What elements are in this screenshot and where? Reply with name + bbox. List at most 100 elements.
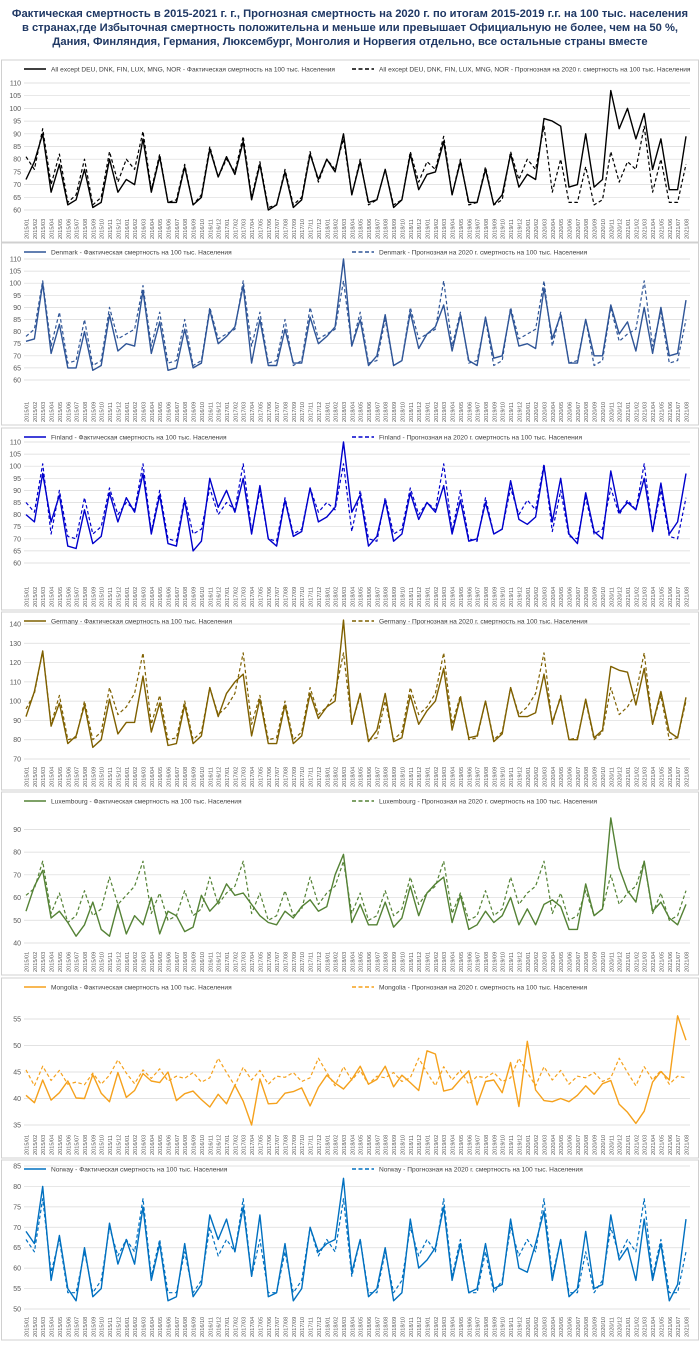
x-tick-label: 2019/12	[517, 1135, 523, 1155]
x-tick-label: 2015/08	[83, 587, 89, 607]
x-tick-label: 2021/04	[651, 219, 657, 239]
x-tick-label: 2021/05	[659, 1135, 665, 1155]
x-tick-label: 2015/08	[83, 219, 89, 239]
x-tick-label: 2020/12	[618, 219, 624, 239]
x-tick-label: 2018/09	[392, 1317, 398, 1337]
x-tick-label: 2017/05	[258, 1135, 264, 1155]
x-tick-label: 2015/08	[83, 1135, 89, 1155]
x-tick-label: 2017/06	[267, 402, 273, 422]
y-tick-label: 75	[13, 169, 21, 176]
x-tick-label: 2015/02	[33, 952, 39, 972]
x-tick-label: 2017/09	[292, 1135, 298, 1155]
x-tick-label: 2019/10	[501, 402, 507, 422]
x-tick-label: 2019/12	[517, 587, 523, 607]
y-tick-label: 90	[13, 131, 21, 138]
x-tick-label: 2019/08	[484, 587, 490, 607]
x-tick-label: 2020/08	[584, 1317, 590, 1337]
x-tick-label: 2020/04	[551, 587, 557, 607]
x-tick-label: 2016/12	[217, 219, 223, 239]
y-tick-label: 50	[13, 918, 21, 925]
x-tick-label: 2015/01	[25, 767, 31, 787]
x-tick-label: 2017/03	[242, 1135, 248, 1155]
x-tick-label: 2021/07	[676, 402, 682, 422]
x-tick-label: 2017/11	[309, 1135, 315, 1155]
x-tick-label: 2015/09	[91, 219, 97, 239]
x-tick-label: 2019/10	[501, 587, 507, 607]
x-tick-label: 2015/11	[108, 587, 114, 607]
x-tick-label: 2019/02	[434, 402, 440, 422]
x-tick-label: 2021/07	[676, 1135, 682, 1155]
x-tick-label: 2018/04	[350, 587, 356, 607]
x-tick-label: 2015/08	[83, 402, 89, 422]
x-tick-label: 2017/12	[317, 767, 323, 787]
x-tick-label: 2019/02	[434, 1135, 440, 1155]
x-tick-label: 2015/01	[25, 402, 31, 422]
x-tick-label: 2016/06	[167, 1317, 173, 1337]
x-tick-label: 2020/01	[526, 587, 532, 607]
x-tick-label: 2020/08	[584, 402, 590, 422]
x-tick-label: 2021/04	[651, 767, 657, 787]
x-tick-label: 2018/09	[392, 219, 398, 239]
x-tick-label: 2016/02	[133, 1317, 139, 1337]
legend-label: Finland - Фактическая смертность на 100 …	[51, 435, 227, 442]
x-tick-label: 2019/08	[484, 1135, 490, 1155]
x-tick-label: 2019/08	[484, 1317, 490, 1337]
y-tick-label: 40	[13, 941, 21, 948]
y-tick-label: 60	[13, 1266, 21, 1273]
legend-label: Mongolia - Фактическая смертность на 100…	[51, 985, 232, 992]
x-tick-label: 2015/05	[58, 1317, 64, 1337]
y-tick-label: 55	[13, 1286, 21, 1293]
x-tick-label: 2017/01	[225, 402, 231, 422]
x-tick-label: 2019/09	[492, 767, 498, 787]
x-tick-label: 2020/05	[559, 587, 565, 607]
x-tick-label: 2016/06	[167, 952, 173, 972]
x-tick-label: 2016/11	[208, 952, 214, 972]
x-tick-label: 2018/05	[359, 952, 365, 972]
x-tick-label: 2015/04	[50, 587, 56, 607]
legend-label: Finland - Прогнозная на 2020 г. смертнос…	[379, 435, 582, 442]
y-tick-label: 65	[13, 195, 21, 202]
x-tick-label: 2017/10	[300, 587, 306, 607]
x-tick-label: 2018/01	[325, 952, 331, 972]
x-tick-label: 2017/03	[242, 587, 248, 607]
x-tick-label: 2019/03	[442, 1317, 448, 1337]
x-tick-label: 2018/05	[359, 402, 365, 422]
x-tick-label: 2020/10	[601, 1135, 607, 1155]
x-tick-label: 2015/06	[66, 1317, 72, 1337]
legend-label: Denmark - Прогнозная на 2020 г. смертнос…	[379, 250, 588, 257]
x-tick-label: 2021/02	[634, 1317, 640, 1337]
x-tick-label: 2019/04	[451, 219, 457, 239]
x-tick-label: 2017/07	[275, 587, 281, 607]
x-tick-label: 2015/06	[66, 402, 72, 422]
x-tick-label: 2018/08	[384, 219, 390, 239]
x-tick-label: 2020/01	[526, 1317, 532, 1337]
title-line-1: Фактическая смертность в 2015-2021 г. г.…	[11, 8, 689, 20]
x-tick-label: 2015/04	[50, 1317, 56, 1337]
x-tick-label: 2016/07	[175, 219, 181, 239]
x-tick-label: 2019/04	[451, 587, 457, 607]
x-tick-label: 2019/01	[426, 219, 432, 239]
x-tick-label: 2016/02	[133, 767, 139, 787]
x-tick-label: 2017/02	[233, 1135, 239, 1155]
x-tick-label: 2016/08	[183, 219, 189, 239]
y-tick-label: 85	[13, 500, 21, 507]
x-tick-label: 2018/12	[417, 1317, 423, 1337]
x-tick-label: 2018/11	[409, 1135, 415, 1155]
x-tick-label: 2015/09	[91, 587, 97, 607]
x-tick-label: 2021/03	[643, 1135, 649, 1155]
x-tick-label: 2017/01	[225, 1135, 231, 1155]
x-tick-label: 2019/09	[492, 1317, 498, 1337]
y-tick-label: 80	[13, 737, 21, 744]
page-title: Фактическая смертность в 2015-2021 г. г.…	[0, 8, 700, 49]
x-tick-label: 2021/06	[668, 587, 674, 607]
x-tick-label: 2017/02	[233, 587, 239, 607]
x-tick-label: 2021/08	[685, 587, 691, 607]
x-tick-label: 2016/04	[150, 767, 156, 787]
x-tick-label: 2018/08	[384, 1135, 390, 1155]
x-tick-label: 2020/12	[618, 1317, 624, 1337]
x-tick-label: 2020/02	[534, 1317, 540, 1337]
x-tick-label: 2017/03	[242, 952, 248, 972]
x-tick-label: 2017/06	[267, 1135, 273, 1155]
